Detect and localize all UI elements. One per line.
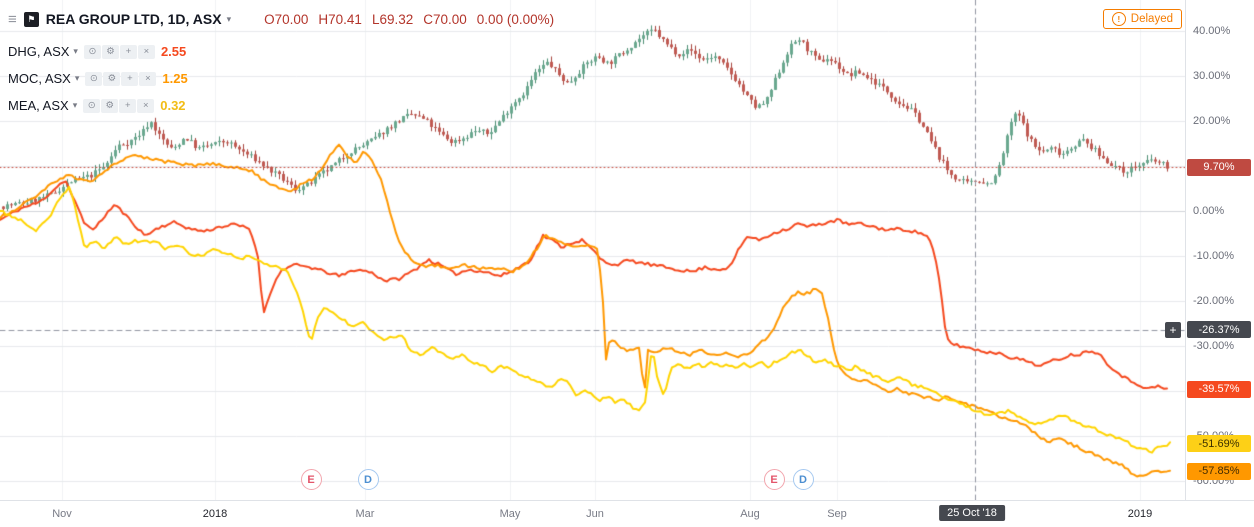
legend-value-mea: 0.32 [160,98,186,113]
time-axis-label: 2019 [1127,508,1153,520]
price-axis-label: 40.00% [1193,25,1231,37]
time-axis-label: May [499,508,521,520]
delayed-label: Delayed [1130,13,1173,25]
legend-actions: ⊙ ⚙ + × [83,98,155,113]
settings-icon[interactable]: ⚙ [103,71,121,86]
open-value: O70.00 [264,11,309,27]
legend-row-moc: MOC, ASX ▾ ⊙ ⚙ + × 1.25 [8,65,188,92]
close-value: C70.00 [423,11,467,27]
time-axis-label: Aug [740,508,760,520]
chart-canvas[interactable] [0,0,1185,500]
price-axis[interactable]: 40.00%30.00%20.00%10.00%0.00%-10.00%-20.… [1185,0,1254,500]
chevron-down-icon[interactable]: ▾ [72,100,78,110]
dividend-marker[interactable]: D [357,469,379,490]
legend-actions: ⊙ ⚙ + × [83,44,155,59]
legend-label-dhg[interactable]: DHG, ASX [8,44,70,59]
close-icon[interactable]: × [137,44,155,59]
legend-label-mea[interactable]: MEA, ASX [8,98,69,113]
compare-legend: DHG, ASX ▾ ⊙ ⚙ + × 2.55 MOC, ASX ▾ ⊙ ⚙ +… [8,38,188,119]
settings-icon[interactable]: ⚙ [101,44,119,59]
add-icon[interactable]: + [119,44,137,59]
settings-icon[interactable]: ⚙ [101,98,119,113]
delayed-badge[interactable]: ! Delayed [1102,9,1182,29]
dhg-last-price-badge: -39.57% [1187,380,1251,398]
time-axis[interactable]: Nov 2018 Mar May Jun Aug Sep 2019 25 Oct '18 [0,500,1254,527]
close-icon[interactable]: × [137,98,155,113]
legend-label-moc[interactable]: MOC, ASX [8,71,71,86]
chevron-down-icon[interactable]: ▾ [226,13,232,24]
moc-last-price-badge: -57.85% [1187,462,1251,480]
symbol-title[interactable]: REA GROUP LTD, 1D, ASX [45,11,222,27]
crosshair-plus-icon[interactable]: + [1165,321,1181,338]
rea-last-price-badge: 9.70% [1187,158,1251,176]
price-axis-label: 20.00% [1193,115,1231,127]
price-axis-label: -20.00% [1193,295,1234,307]
earnings-marker[interactable]: E [300,469,322,490]
price-axis-label: 0.00% [1193,205,1225,217]
legend-row-dhg: DHG, ASX ▾ ⊙ ⚙ + × 2.55 [8,38,188,65]
visibility-icon[interactable]: ⊙ [83,98,101,113]
add-icon[interactable]: + [121,71,139,86]
crosshair-price-badge: -26.37% [1187,321,1251,339]
add-icon[interactable]: + [119,98,137,113]
low-value: L69.32 [371,11,414,27]
symbol-logo-icon: ⚑ [23,11,39,27]
dividend-marker[interactable]: D [792,469,814,490]
chevron-down-icon[interactable]: ▾ [73,46,78,56]
earnings-marker[interactable]: E [763,469,785,490]
visibility-icon[interactable]: ⊙ [83,44,101,59]
mea-last-price-badge: -51.69% [1187,435,1251,453]
price-axis-label: -30.00% [1193,340,1234,352]
time-axis-label: Mar [355,508,375,520]
time-axis-label: Sep [827,508,847,520]
legend-value-dhg: 2.55 [160,44,187,59]
price-axis-label: -10.00% [1193,250,1234,262]
legend-value-moc: 1.25 [162,71,188,86]
price-axis-label: 30.00% [1193,70,1231,82]
close-icon[interactable]: × [139,71,157,86]
change-value: 0.00 (0.00%) [476,11,555,27]
visibility-icon[interactable]: ⊙ [85,71,103,86]
legend-row-mea: MEA, ASX ▾ ⊙ ⚙ + × 0.32 [8,92,188,119]
ohlc-row: O70.00 H70.41 L69.32 C70.00 0.00 (0.00%) [264,12,554,27]
time-axis-label: Nov [52,508,72,520]
legend-actions: ⊙ ⚙ + × [85,71,157,86]
crosshair-date-badge: 25 Oct '18 [939,505,1005,521]
menu-icon[interactable]: ≡ [8,10,17,28]
symbol-header: ≡ ⚑ REA GROUP LTD, 1D, ASX ▾ O70.00 H70.… [8,8,554,30]
high-value: H70.41 [318,11,362,27]
time-axis-label: Jun [586,508,604,520]
chevron-down-icon[interactable]: ▾ [74,73,80,83]
delayed-info-icon: ! [1111,12,1126,26]
time-axis-label: 2018 [202,508,228,520]
